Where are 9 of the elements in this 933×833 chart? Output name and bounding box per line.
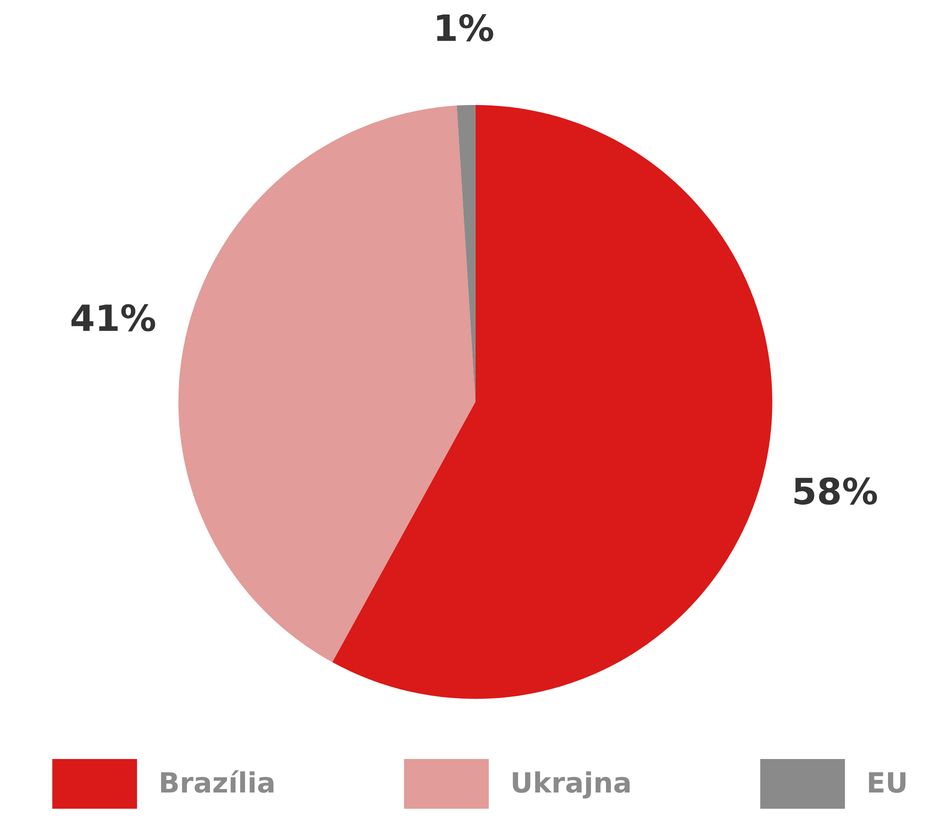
legend-label: EU bbox=[869, 772, 906, 793]
data-label: 1% bbox=[437, 14, 494, 42]
pie-slice bbox=[332, 104, 772, 699]
pie-slice bbox=[456, 104, 476, 402]
data-label: 58% bbox=[794, 477, 877, 505]
data-label: 41% bbox=[72, 304, 156, 332]
legend-label: Ukrajna bbox=[512, 771, 630, 798]
pie-slice bbox=[178, 106, 476, 662]
legend-label: Brazília bbox=[161, 770, 274, 793]
